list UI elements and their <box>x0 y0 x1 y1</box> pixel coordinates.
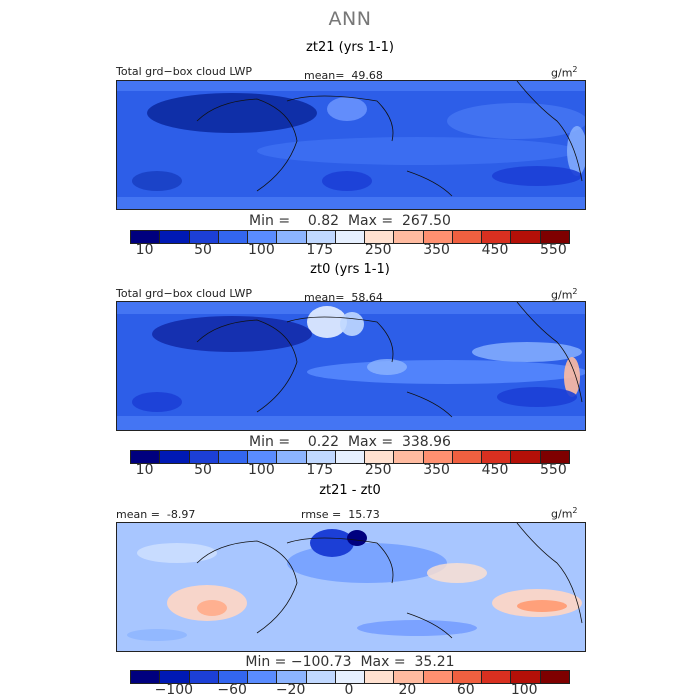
panel2-map <box>116 301 586 431</box>
panel2-colorbar-swatch <box>131 451 161 463</box>
panel2-colorbar-swatch <box>218 451 249 463</box>
panel2-colorbar <box>130 450 570 464</box>
panel1-subtitle: zt21 (yrs 1-1) <box>306 40 394 55</box>
panel2-colorbar-swatch <box>511 451 541 463</box>
panel3-colorbar-swatch <box>540 671 569 683</box>
panel2-colorbar-swatch <box>248 451 278 463</box>
panel3-colorbar-tick-label: 100 <box>510 682 538 698</box>
panel3-colorbar-swatch <box>218 671 249 683</box>
panel2-colorbar-swatch <box>365 451 395 463</box>
panel2-colorbar-swatch <box>306 451 336 463</box>
panel3-colorbar-swatch <box>131 671 161 683</box>
panel1-colorbar-swatch <box>218 231 249 243</box>
panel2-colorbar-tick-label: 100 <box>248 462 275 478</box>
panel2-colorbar-tick-label: 350 <box>423 462 450 478</box>
panel2-map-field <box>117 302 585 430</box>
panel3-colorbar-swatch <box>189 671 219 683</box>
panel3-colorbar-swatch <box>423 671 453 683</box>
panel2-colorbar-swatch <box>160 451 190 463</box>
panel2-colorbar-swatch <box>189 451 219 463</box>
panel1-map <box>116 80 586 210</box>
panel3-colorbar-swatch <box>394 671 424 683</box>
panel1-minmax: Min = 0.82 Max = 267.50 <box>249 213 451 229</box>
panel1-colorbar-tick-label: 175 <box>306 242 334 258</box>
panel2-colorbar-swatch <box>423 451 453 463</box>
panel3-colorbar-swatch <box>511 671 541 683</box>
panel1-colorbar-swatch <box>277 231 307 243</box>
panel1-colorbar <box>130 230 570 244</box>
panel3-colorbar-swatch <box>335 671 366 683</box>
panel3-subtitle: zt21 - zt0 <box>319 483 381 498</box>
panel3-units: g/m2 <box>551 506 578 521</box>
panel2-colorbar-swatch <box>482 451 512 463</box>
panel2-colorbar-tick-label: 175 <box>306 462 334 478</box>
panel1-colorbar-swatch <box>189 231 219 243</box>
panel3-colorbar-tick-label: −20 <box>275 682 306 698</box>
panel2-colorbar-swatch <box>452 451 483 463</box>
panel1-colorbar-swatch <box>131 231 161 243</box>
panel1-mean: mean= 49.68 <box>304 69 383 82</box>
panel3-colorbar-swatch <box>482 671 512 683</box>
panel1-colorbar-swatch <box>335 231 366 243</box>
panel3-minmax: Min = −100.73 Max = 35.21 <box>245 654 455 670</box>
panel1-colorbar-swatch <box>394 231 424 243</box>
panel2-colorbar-swatch <box>335 451 366 463</box>
panel2-colorbar-tick-label: 250 <box>364 462 392 478</box>
panel1-units: g/m2 <box>551 65 578 80</box>
panel3-map-field <box>117 523 585 651</box>
panel3-colorbar-swatch <box>277 671 307 683</box>
panel1-colorbar-tick-label: 100 <box>248 242 275 258</box>
panel3-colorbar-swatch <box>248 671 278 683</box>
panel2-colorbar-tick-label: 10 <box>135 462 154 478</box>
panel1-colorbar-tick-label: 550 <box>540 242 567 258</box>
panel2-field-label: Total grd−box cloud LWP <box>116 287 252 300</box>
panel3-colorbar-swatch <box>452 671 483 683</box>
panel2-colorbar-swatch <box>394 451 424 463</box>
panel3-colorbar-swatch <box>306 671 336 683</box>
panel2-colorbar-tick-label: 550 <box>540 462 567 478</box>
figure-title: ANN <box>328 8 372 30</box>
panel1-colorbar-swatch <box>248 231 278 243</box>
panel2-colorbar-swatch <box>540 451 569 463</box>
panel1-colorbar-swatch <box>365 231 395 243</box>
panel3-colorbar <box>130 670 570 684</box>
panel1-colorbar-swatch <box>423 231 453 243</box>
panel3-colorbar-tick-label: 0 <box>344 682 354 698</box>
panel1-colorbar-swatch <box>482 231 512 243</box>
panel2-subtitle: zt0 (yrs 1-1) <box>310 262 390 277</box>
panel3-map <box>116 522 586 652</box>
panel3-colorbar-swatch <box>365 671 395 683</box>
panel3-rmse: rmse = 15.73 <box>301 508 380 521</box>
panel3-mean: mean = -8.97 <box>116 508 196 521</box>
panel1-colorbar-swatch <box>160 231 190 243</box>
panel2-colorbar-tick-label: 50 <box>194 462 212 478</box>
panel1-map-field <box>117 81 585 209</box>
panel3-colorbar-tick-label: −100 <box>154 682 194 698</box>
panel3-colorbar-tick-label: 20 <box>398 682 417 698</box>
panel1-colorbar-swatch <box>452 231 483 243</box>
panel1-colorbar-swatch <box>511 231 541 243</box>
panel2-colorbar-tick-label: 450 <box>481 462 509 478</box>
panel1-colorbar-tick-label: 250 <box>364 242 392 258</box>
panel3-colorbar-tick-label: −60 <box>217 682 247 698</box>
panel1-colorbar-tick-label: 50 <box>194 242 212 258</box>
panel3-colorbar-swatch <box>160 671 190 683</box>
panel1-colorbar-swatch <box>540 231 569 243</box>
panel1-colorbar-tick-label: 450 <box>481 242 509 258</box>
panel2-units: g/m2 <box>551 287 578 302</box>
panel2-mean: mean= 58.64 <box>304 291 383 304</box>
panel1-colorbar-swatch <box>306 231 336 243</box>
panel2-minmax: Min = 0.22 Max = 338.96 <box>249 434 451 450</box>
panel1-field-label: Total grd−box cloud LWP <box>116 65 252 78</box>
panel1-colorbar-tick-label: 350 <box>423 242 450 258</box>
panel1-colorbar-tick-label: 10 <box>135 242 154 258</box>
panel3-colorbar-tick-label: 60 <box>456 682 475 698</box>
panel2-colorbar-swatch <box>277 451 307 463</box>
